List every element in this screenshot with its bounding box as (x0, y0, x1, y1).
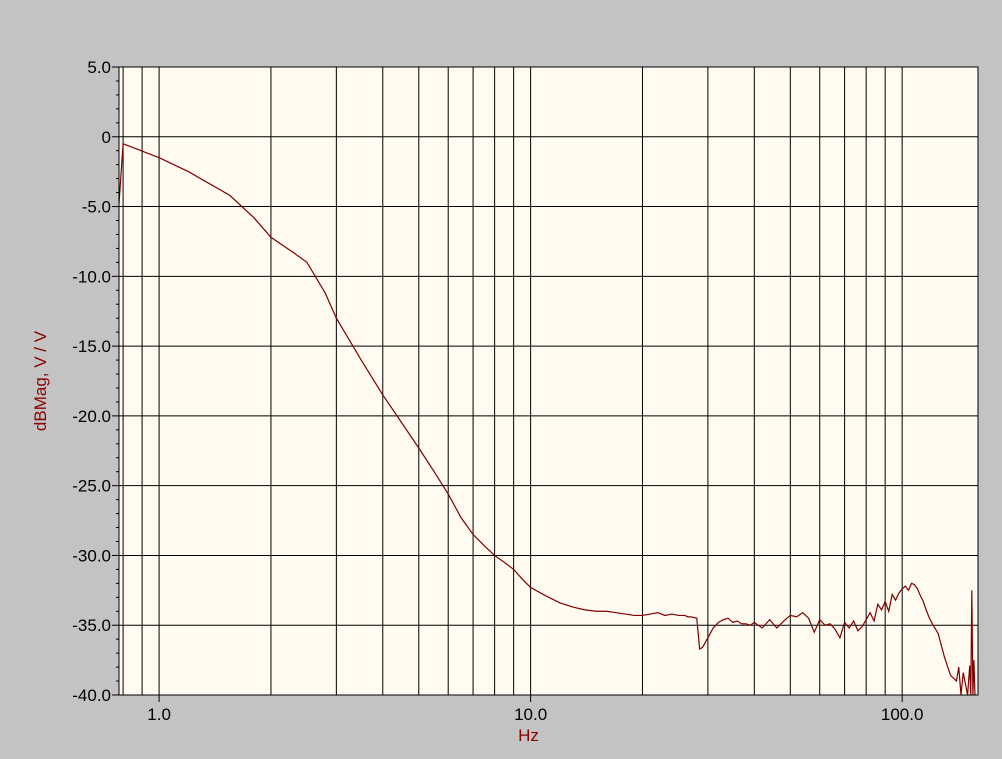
y-tick-label: -30.0 (72, 546, 111, 565)
y-tick-label: -15.0 (72, 337, 111, 356)
series-line-dbmag (119, 142, 976, 695)
y-tick-label: 5.0 (87, 58, 111, 77)
y-axis-label: dBMag, V / V (31, 330, 50, 431)
x-tick-label: 1.0 (147, 705, 171, 724)
y-tick-label: -40.0 (72, 686, 111, 705)
x-tick-label: 10.0 (514, 705, 547, 724)
y-tick-label: -35.0 (72, 616, 111, 635)
x-axis-label: Hz (518, 726, 539, 745)
x-tick-label: 100.0 (881, 705, 924, 724)
x-tick-labels: 1.0 10.0 100.0 (147, 705, 923, 724)
plot-frame (118, 66, 979, 696)
y-tick-label: -5.0 (82, 198, 111, 217)
y-tick-labels: 5.0 0 -5.0 -10.0 -15.0 -20.0 -25.0 -30.0 -35.0 -4… (72, 58, 111, 705)
y-tick-label: 0 (102, 128, 111, 147)
y-tick-label: -10.0 (72, 267, 111, 286)
y-tick-label: -25.0 (72, 477, 111, 496)
y-tick-label: -20.0 (72, 407, 111, 426)
plot-area (119, 67, 978, 695)
